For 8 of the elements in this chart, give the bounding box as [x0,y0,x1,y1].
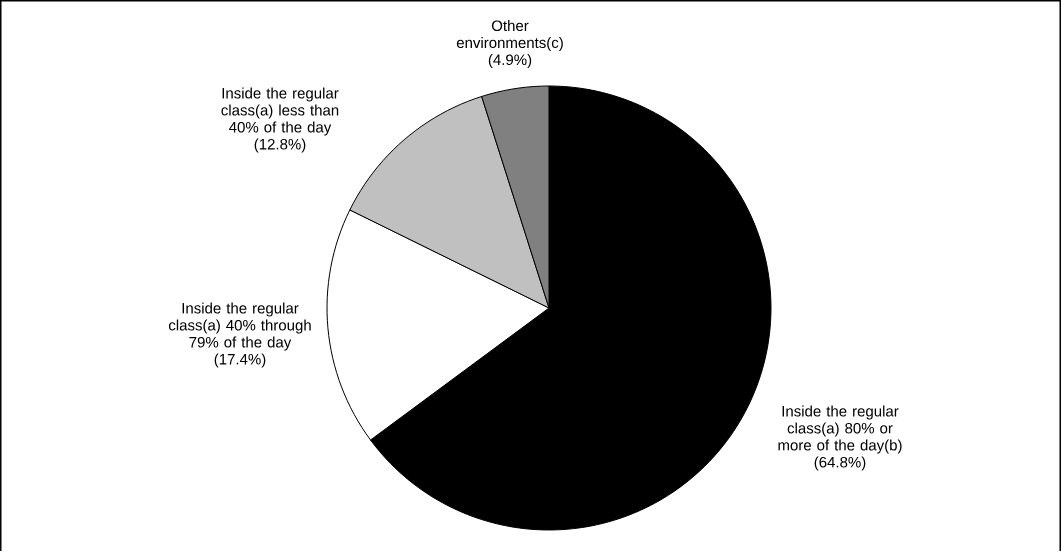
data-label: (4.9%) [488,54,532,69]
slice-label: Inside the regular class(a) 40% through 79% of the day [168,302,311,351]
slice-label: Other environments(c) [456,20,563,52]
data-label: (17.4%) [214,353,266,368]
data-label: (64.8%) [814,456,866,471]
slice-label: Inside the regular class(a) 80% or more of the day(b) [778,405,902,454]
slice-label: Inside the regular class(a) less than 40% of the day [221,87,339,136]
data-label: (12.8%) [254,138,306,153]
